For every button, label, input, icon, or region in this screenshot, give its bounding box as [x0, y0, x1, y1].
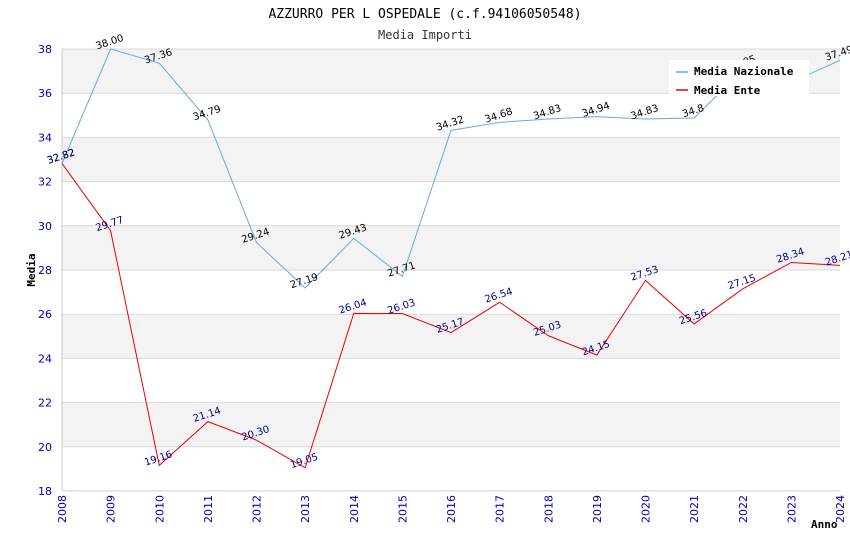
- x-tick-label: 2017: [494, 495, 507, 523]
- x-tick-label: 2015: [396, 495, 409, 523]
- y-tick-label: 34: [38, 131, 52, 144]
- x-tick-label: 2014: [348, 495, 361, 523]
- y-tick-labels: 18 20 22 24 26 28 30 32 34 36 38: [38, 43, 52, 498]
- x-tick-label: 2020: [640, 495, 653, 523]
- x-tick-label: 2008: [56, 495, 69, 523]
- x-tick-label: 2021: [688, 495, 701, 523]
- x-tick-labels: 2008 2009 2010 2011 2012 2013 2014 2015 2016 2017…: [56, 495, 847, 523]
- series-media-ente: [61, 163, 841, 469]
- data-label: 27.19: [289, 272, 320, 291]
- background-bands: [62, 49, 840, 447]
- axes: [61, 49, 840, 492]
- y-tick-label: 20: [38, 441, 52, 454]
- series-media-nazionale: [61, 48, 841, 289]
- background-band: [62, 137, 840, 182]
- x-axis-label: Anno: [811, 518, 838, 531]
- chart-title: AZZURRO PER L OSPEDALE (c.f.94106050548): [268, 7, 581, 22]
- y-tick-label: 22: [38, 397, 52, 410]
- background-band: [62, 402, 840, 447]
- y-tick-label: 26: [38, 308, 52, 321]
- grid-lines: [62, 48, 840, 492]
- legend-label-nazionale: Media Nazionale: [694, 65, 794, 78]
- y-tick-label: 24: [38, 352, 52, 365]
- x-tick-label: 2016: [445, 495, 458, 523]
- series-line: [61, 48, 841, 289]
- y-tick-label: 32: [38, 176, 52, 189]
- legend: Media Nazionale Media Ente: [669, 60, 809, 97]
- chart-subtitle: Media Importi: [378, 28, 472, 42]
- y-axis-label: Media: [25, 253, 38, 286]
- x-tick-label: 2009: [105, 495, 118, 523]
- x-tick-label: 2013: [299, 495, 312, 523]
- x-tick-label: 2011: [202, 495, 215, 523]
- y-tick-label: 36: [38, 87, 52, 100]
- x-tick-label: 2023: [785, 495, 798, 523]
- y-tick-label: 30: [38, 220, 52, 233]
- data-label: 34.32: [435, 114, 466, 133]
- background-band: [62, 314, 840, 359]
- x-tick-label: 2022: [737, 495, 750, 523]
- x-tick-label: 2019: [591, 495, 604, 523]
- x-tick-label: 2024: [834, 495, 847, 523]
- background-band: [62, 225, 840, 270]
- legend-label-ente: Media Ente: [694, 84, 761, 97]
- data-label: 19.05: [289, 452, 320, 471]
- y-tick-label: 28: [38, 264, 52, 277]
- series-line: [61, 163, 841, 469]
- x-tick-label: 2018: [542, 495, 555, 523]
- x-tick-label: 2012: [251, 495, 264, 523]
- y-tick-label: 38: [38, 43, 52, 56]
- data-label: 19.16: [143, 449, 174, 468]
- y-tick-label: 18: [38, 485, 52, 498]
- x-tick-label: 2010: [153, 495, 166, 523]
- legend-box: [669, 60, 809, 96]
